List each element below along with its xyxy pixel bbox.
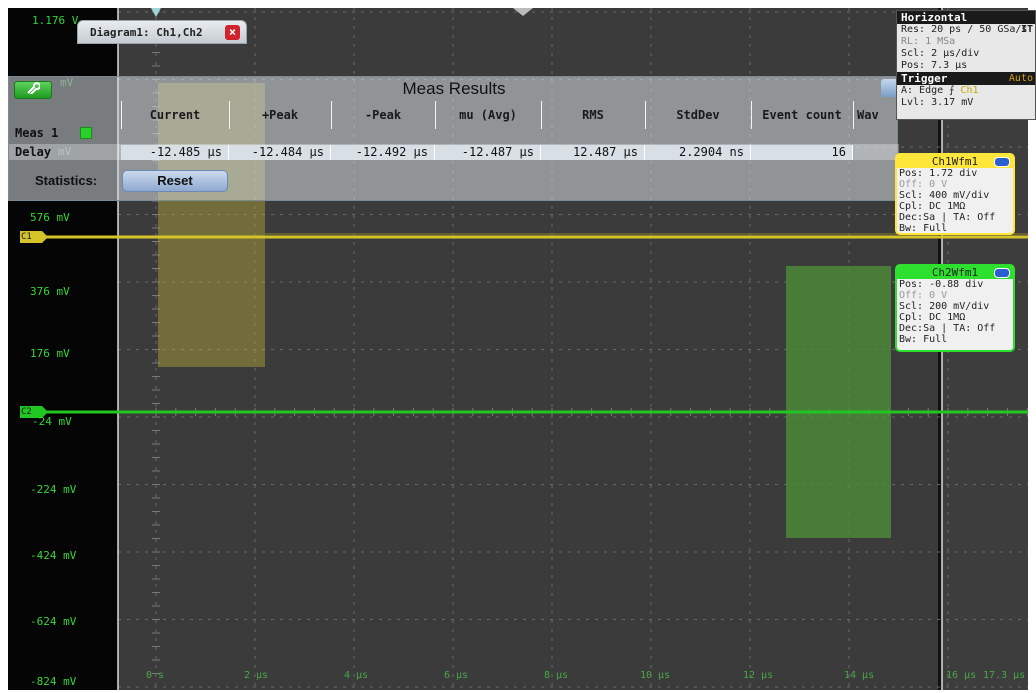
statistics-label: Statistics: [35,173,98,188]
trigger-source: Ch1 [960,85,979,96]
ch2-cpl: Cpl: DC 1MΩ [899,312,966,323]
x-label: 0 s [146,670,165,681]
dialog-button-icon[interactable] [881,79,899,97]
ch2-marker [20,406,48,418]
ch2-off: Off: 0 V [899,290,948,301]
trigger-mode: Auto [1008,73,1033,84]
ch2-burst [786,266,891,538]
ch2-bw: Bw: Full [899,334,948,345]
ch1-marker [20,231,48,243]
x-label: 14 µs [844,670,875,681]
wrench-icon[interactable] [14,81,52,99]
y-label: -624 mV [30,615,77,628]
value-mu-avg: -12.487 µs [435,145,541,160]
value-rms: 12.487 µs [541,145,645,160]
x-label: 8 µs [544,670,569,681]
horizontal-res-suffix: IT [1020,24,1033,35]
ch1-cpl: Cpl: DC 1MΩ [899,201,966,212]
y-label: -424 mV [30,549,77,562]
col-peak-plus: +Peak [261,108,299,122]
x-label: 12 µs [743,670,774,681]
ch1-dec: Dec:Sa | TA: Off [899,212,996,223]
edge-slope-icon: ⨍ [949,85,955,96]
diagram-tab[interactable]: Diagram1: Ch1,Ch2 × [77,20,247,44]
close-icon[interactable]: × [225,25,240,40]
minimize-icon[interactable] [994,268,1010,278]
trigger-title: Trigger [901,72,948,85]
trigger-header: Trigger Auto [897,72,1035,85]
col-peak-minus: -Peak [364,108,402,122]
ch2-box-title: Ch2Wfm1 [897,266,1013,279]
y-label: -824 mV [30,675,77,688]
col-wav: Wav [857,108,879,122]
y-label: 376 mV [30,285,70,298]
horizontal-res: Res: 20 ps / 50 GSa/s IT [901,24,1033,35]
trigger-level: Lvl: 3.17 mV [901,97,974,108]
ch1-off: Off: 0 V [899,179,948,190]
value-peak-minus: -12.492 µs [331,145,435,160]
horizontal-trigger-panel[interactable]: Horizontal Res: 20 ps / 50 GSa/s IT RL: 1… [896,10,1036,120]
ch1-bw: Bw: Full [899,223,948,234]
col-current: Current [149,108,201,122]
x-label: 10 µs [640,670,671,681]
ch2-marker-label: C2 [21,407,32,417]
x-label: 6 µs [444,670,469,681]
delay-label: Delay [15,145,52,159]
y-top-label: 1.176 V [32,14,79,27]
diagram-tab-title: Diagram1: Ch1,Ch2 [90,25,203,39]
meas-results-title: Meas Results [402,79,506,98]
x-label: 17.3 µs [983,670,1026,681]
col-event-count: Event count [762,108,842,122]
meas-active-icon [80,127,92,139]
horizontal-pos: Pos: 7.3 µs [901,60,968,71]
value-event-count: 16 [751,145,853,160]
horizontal-scl: Scl: 2 µs/div [901,48,980,59]
ch1-scl: Scl: 400 mV/div [899,190,990,201]
value-peak-plus: -12.484 µs [229,145,331,160]
ch1-marker-label: C1 [21,232,32,242]
ch2-scl: Scl: 200 mV/div [899,301,990,312]
meas-1-label: Meas 1 [15,126,59,140]
ch2-pos: Pos: -0.88 div [899,279,984,290]
value-stddev: 2.2904 ns [645,145,751,160]
horizontal-title: Horizontal [897,11,1035,24]
col-mu-avg: mu (Avg) [459,108,517,122]
col-stddev: StdDev [676,108,720,122]
ch2-info-box[interactable]: Ch2Wfm1 Pos: -0.88 div Off: 0 V Scl: 200… [895,264,1015,352]
horizontal-rl: RL: 1 MSa [901,36,956,47]
ch1-box-title: Ch1Wfm1 [897,155,1013,168]
y-label: 576 mV [30,211,70,224]
ch1-info-box[interactable]: Ch1Wfm1 Pos: 1.72 div Off: 0 V Scl: 400 … [895,153,1015,235]
col-rms: RMS [582,108,604,122]
ch2-dec: Dec:Sa | TA: Off [899,323,996,334]
x-label: 4 µs [344,670,369,681]
x-label: 16 µs [946,670,977,681]
reset-button[interactable]: Reset [122,170,228,192]
y-label: -224 mV [30,483,77,496]
value-current: -12.485 µs [121,145,229,160]
minimize-icon[interactable] [994,157,1010,167]
ch1-pos: Pos: 1.72 div [899,168,978,179]
trigger-edge: A: Edge ⨍ Ch1 [901,85,979,96]
meas-results-panel: Meas Results Current +Peak -Peak mu (Avg… [8,76,899,201]
y-label: -24 mV [32,415,72,428]
y-label: 176 mV [30,347,70,360]
x-label: 2 µs [244,670,269,681]
